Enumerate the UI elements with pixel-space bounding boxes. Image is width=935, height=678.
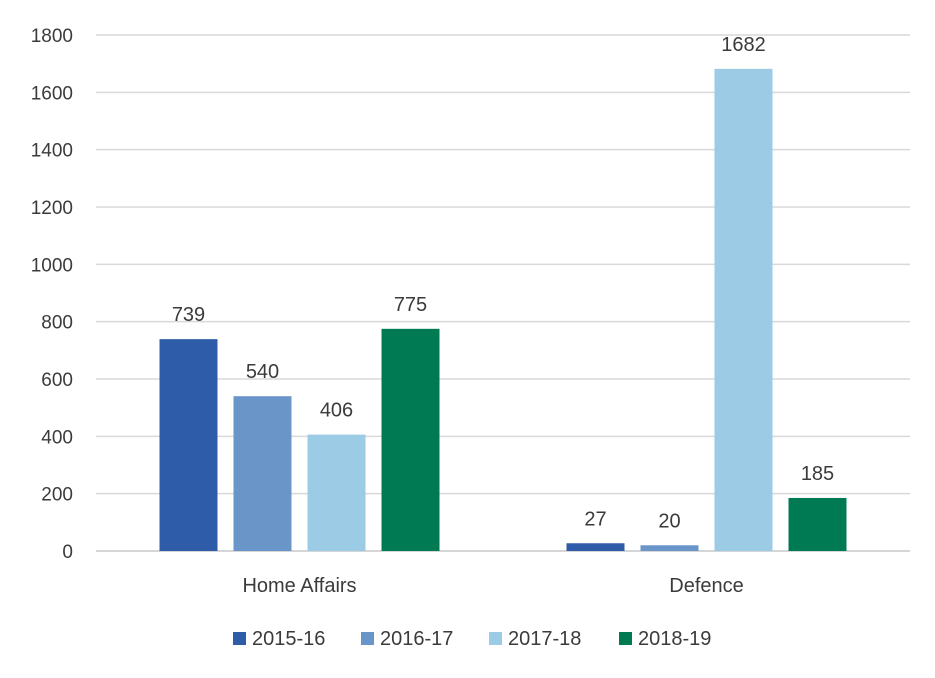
data-label: 1682 xyxy=(721,34,766,56)
y-tick-label: 200 xyxy=(41,485,73,506)
x-category-label: Defence xyxy=(669,575,744,597)
bar xyxy=(714,68,773,552)
y-tick-label: 1600 xyxy=(31,83,73,104)
bar xyxy=(159,339,218,551)
legend-label: 2015-16 xyxy=(252,628,325,650)
legend-label: 2016-17 xyxy=(380,628,453,650)
x-axis: Home Affairs Defence xyxy=(242,575,743,597)
legend-swatch xyxy=(361,632,374,645)
legend-swatch xyxy=(619,632,632,645)
data-label: 20 xyxy=(658,510,680,532)
bar xyxy=(566,543,625,551)
bars xyxy=(159,68,847,552)
data-label: 775 xyxy=(394,294,427,316)
bar xyxy=(307,434,366,551)
y-tick-label: 1000 xyxy=(31,255,73,276)
x-category-label: Home Affairs xyxy=(242,575,356,597)
y-axis: 0 200 400 600 800 1000 1200 1400 1600 1800 xyxy=(31,26,73,563)
bar xyxy=(640,545,699,551)
y-tick-label: 0 xyxy=(62,542,73,563)
y-tick-label: 600 xyxy=(41,370,73,391)
gridlines xyxy=(96,34,910,552)
legend-label: 2017-18 xyxy=(508,628,581,650)
y-tick-label: 400 xyxy=(41,427,73,448)
bar xyxy=(788,497,847,551)
legend: 2015-16 2016-17 2017-18 2018-19 xyxy=(233,628,711,650)
y-tick-label: 1200 xyxy=(31,198,73,219)
legend-swatch xyxy=(489,632,502,645)
data-label: 185 xyxy=(801,463,834,485)
data-label: 739 xyxy=(172,304,205,326)
bar xyxy=(381,328,440,551)
legend-swatch xyxy=(233,632,246,645)
data-label: 27 xyxy=(584,508,606,530)
data-label: 540 xyxy=(246,361,279,383)
data-labels: 739 540 406 775 27 20 1682 185 xyxy=(172,34,834,532)
y-tick-label: 1400 xyxy=(31,141,73,162)
y-tick-label: 1800 xyxy=(31,26,73,47)
data-label: 406 xyxy=(320,400,353,422)
legend-label: 2018-19 xyxy=(638,628,711,650)
bar xyxy=(233,396,292,551)
y-tick-label: 800 xyxy=(41,313,73,334)
